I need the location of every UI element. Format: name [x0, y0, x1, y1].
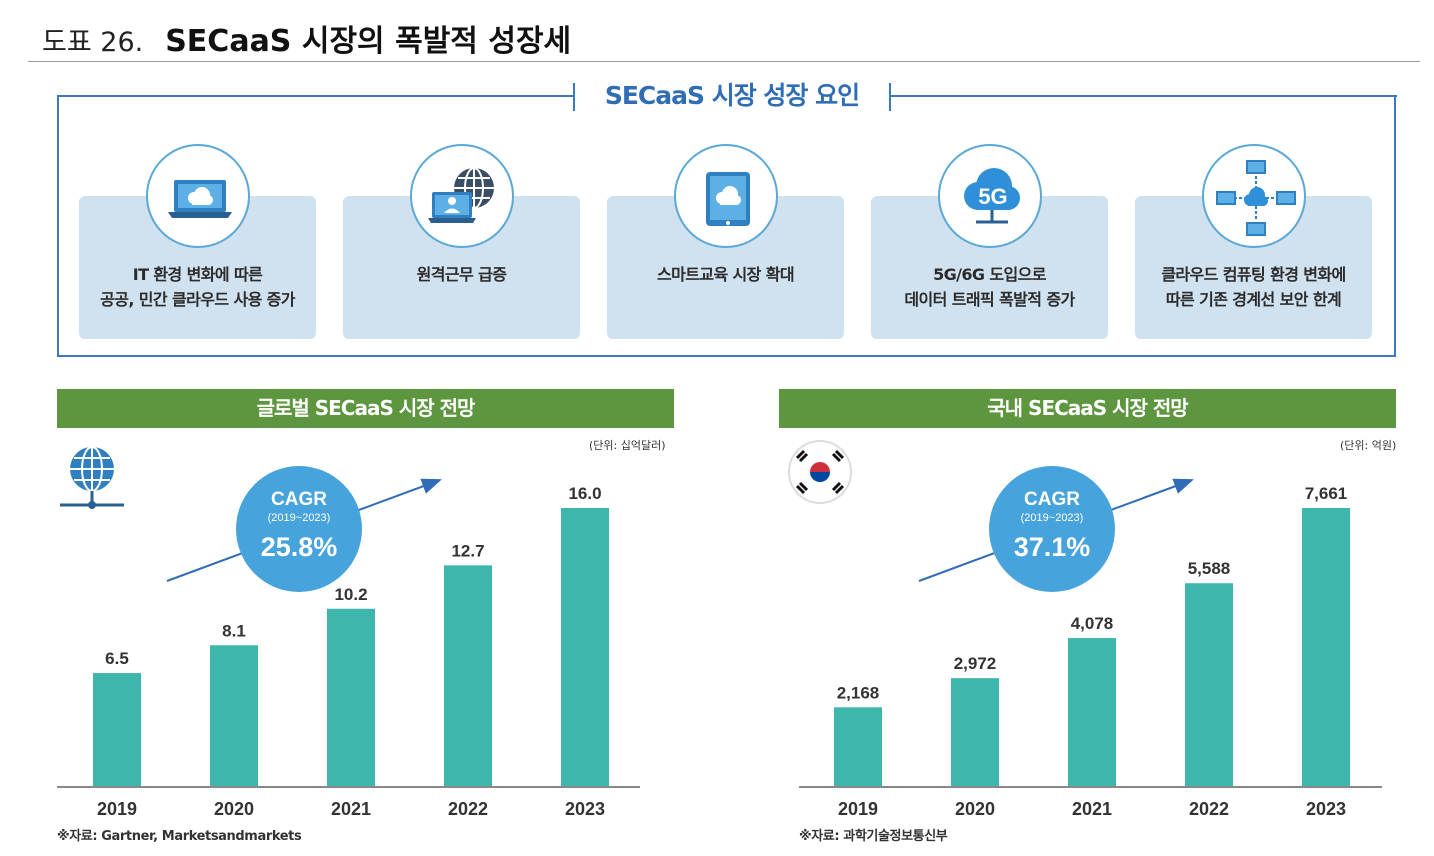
factor-text-cloud-usage: IT 환경 변화에 따른 공공, 민간 클라우드 사용 증가	[100, 265, 295, 309]
5g-cloud-icon: 5G	[938, 144, 1042, 248]
domestic-tick-label-2019: 2019	[838, 799, 878, 819]
global-bar-2022	[444, 565, 492, 786]
domestic-source-note: ※자료: 과학기술정보통신부	[799, 829, 948, 844]
global-bar-2023	[561, 508, 609, 786]
global-tick-label-2020: 2020	[214, 799, 254, 819]
5g-icon-text: 5G	[978, 184, 1007, 209]
domestic-cagr-bubble: CAGR (2019~2023) 37.1%	[989, 466, 1115, 592]
domestic-tick-label-2020: 2020	[955, 799, 995, 819]
domestic-value-label-2019: 2,168	[837, 683, 880, 702]
growth-factors-title: SECaaS 시장 성장 요인	[604, 81, 860, 110]
korea-flag-icon	[788, 440, 852, 504]
domestic-tick-label-2023: 2023	[1306, 799, 1346, 819]
global-tick-label-2022: 2022	[448, 799, 488, 819]
global-value-label-2023: 16.0	[568, 484, 601, 503]
globe-network-icon	[60, 446, 124, 509]
growth-factors-frame	[57, 96, 1396, 357]
domestic-value-label-2023: 7,661	[1305, 484, 1348, 503]
global-bar-2019	[93, 673, 141, 786]
global-unit-note: (단위: 십억달러)	[589, 439, 666, 452]
global-value-label-2020: 8.1	[222, 621, 246, 640]
laptop-cloud-icon	[146, 144, 250, 248]
global-tick-label-2019: 2019	[97, 799, 137, 819]
title-divider	[28, 61, 1420, 62]
global-tick-label-2021: 2021	[331, 799, 371, 819]
frame-title-tick-left	[573, 83, 575, 111]
global-chart-header: 글로벌 SECaaS 시장 전망	[57, 389, 674, 428]
global-cagr-title: CAGR	[271, 489, 327, 510]
frame-top-line-right	[889, 95, 1397, 97]
global-bar-2020	[210, 645, 258, 786]
domestic-bar-2023	[1302, 508, 1350, 786]
frame-top-line-left	[57, 95, 575, 97]
cloud-network-icon	[1202, 144, 1306, 248]
global-bar-2021	[327, 608, 375, 786]
domestic-cagr-value: 37.1%	[1014, 532, 1091, 562]
factor-text-perimeter-security: 클라우드 컴퓨팅 환경 변화에 따른 기존 경계선 보안 한계	[1161, 265, 1346, 309]
global-source-note: ※자료: Gartner, Marketsandmarkets	[57, 829, 302, 844]
factor-text-remote-work: 원격근무 급증	[416, 265, 507, 284]
global-cagr-value: 25.8%	[261, 532, 338, 562]
domestic-tick-label-2021: 2021	[1072, 799, 1112, 819]
frame-title-tick-right	[889, 83, 891, 111]
global-cagr-bubble: CAGR (2019~2023) 25.8%	[236, 466, 362, 592]
factor-text-smart-education: 스마트교육 시장 확대	[656, 265, 795, 284]
global-tick-label-2023: 2023	[565, 799, 605, 819]
domestic-bar-group: 2,168 2019 2,972 2020 4,078 2021 5,588 2022 7,66…	[834, 484, 1350, 819]
domestic-chart-header: 국내 SECaaS 시장 전망	[779, 389, 1396, 428]
figure-title: SECaaS 시장의 폭발적 성장세	[165, 24, 572, 59]
global-cagr-range: (2019~2023)	[268, 512, 331, 524]
global-bar-group: 6.5 2019 8.1 2020 10.2 2021 12.7 2022 16.0 2023	[93, 484, 609, 819]
domestic-bar-2019	[834, 707, 882, 786]
domestic-value-label-2022: 5,588	[1188, 559, 1231, 578]
domestic-bar-2020	[951, 678, 999, 786]
tablet-cloud-icon	[674, 144, 778, 248]
page-title: 도표 26. SECaaS 시장의 폭발적 성장세	[42, 16, 572, 59]
domestic-value-label-2021: 4,078	[1071, 614, 1114, 633]
domestic-cagr-title: CAGR	[1024, 489, 1080, 510]
factor-text-5g-traffic: 5G/6G 도입으로 데이터 트래픽 폭발적 증가	[904, 265, 1075, 309]
domestic-unit-note: (단위: 억원)	[1340, 439, 1397, 452]
domestic-bar-2022	[1185, 583, 1233, 786]
remote-work-icon	[410, 144, 514, 248]
domestic-tick-label-2022: 2022	[1189, 799, 1229, 819]
global-value-label-2022: 12.7	[451, 541, 484, 560]
domestic-bar-2021	[1068, 638, 1116, 786]
domestic-value-label-2020: 2,972	[954, 654, 997, 673]
figure-label: 도표 26.	[42, 27, 144, 58]
domestic-cagr-range: (2019~2023)	[1021, 512, 1084, 524]
global-value-label-2019: 6.5	[105, 649, 129, 668]
global-value-label-2021: 10.2	[334, 585, 367, 604]
